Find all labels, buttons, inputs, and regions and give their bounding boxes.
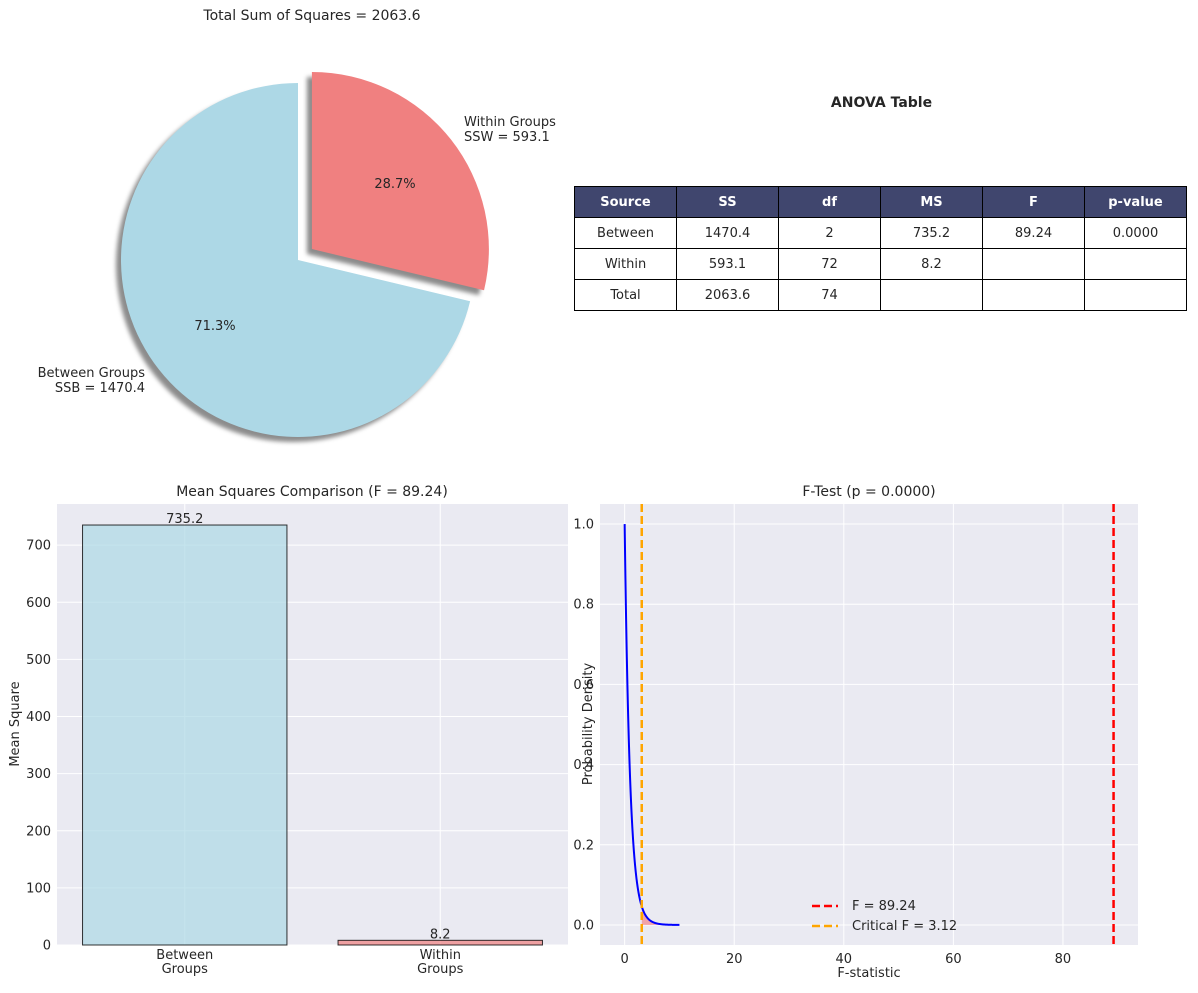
bar-xtick-within-line1: Within bbox=[420, 948, 461, 963]
bar-ytick-label: 600 bbox=[26, 596, 51, 611]
f-ytick-label: 0.4 bbox=[573, 758, 594, 773]
f-xtick-label: 60 bbox=[945, 952, 962, 967]
f-ylabel: Probability Density bbox=[581, 663, 596, 786]
f-ytick-label: 1.0 bbox=[573, 518, 594, 533]
f-xtick-label: 80 bbox=[1055, 952, 1072, 967]
f-pdf-curve bbox=[623, 524, 680, 926]
bar-ytick-label: 200 bbox=[26, 824, 51, 839]
table-row: Total 2063.6 74 bbox=[574, 279, 1187, 311]
table-cell: 72 bbox=[778, 248, 881, 280]
bar-ytick-label: 300 bbox=[26, 767, 51, 782]
table-header-cell: MS bbox=[880, 186, 983, 218]
bar-ylabel: Mean Square bbox=[8, 681, 23, 766]
pie-title: Total Sum of Squares = 2063.6 bbox=[202, 8, 420, 24]
table-cell: 2 bbox=[778, 217, 881, 249]
table-cell: Between bbox=[574, 217, 677, 249]
pie-label-within: Within Groups bbox=[464, 115, 556, 130]
f-test-chart: 0 20 40 60 80 0.0 0.2 0.4 0.6 0.8 1.0 F-Test (p = … bbox=[573, 484, 1138, 981]
table-cell: 1470.4 bbox=[676, 217, 779, 249]
pie-slice-between bbox=[121, 83, 471, 438]
f-ytick-label: 0.6 bbox=[573, 678, 594, 693]
f-plot-area bbox=[600, 504, 1138, 945]
bar-value-label-within: 8.2 bbox=[430, 927, 451, 942]
pie-label-between: Between Groups bbox=[38, 366, 146, 381]
anova-table-title: ANOVA Table bbox=[830, 95, 933, 111]
bar-xtick-within-line2: Groups bbox=[417, 962, 464, 977]
bar-ytick-label: 100 bbox=[26, 881, 51, 896]
table-header-cell: df bbox=[778, 186, 881, 218]
f-xtick-label: 40 bbox=[836, 952, 853, 967]
bar-chart: 0 100 200 300 400 500 600 700 Mean Squares Comp… bbox=[8, 484, 568, 977]
table-header-cell: SS bbox=[676, 186, 779, 218]
table-header-cell: Source bbox=[574, 186, 677, 218]
f-xlabel: F-statistic bbox=[837, 966, 900, 981]
table-cell: 2063.6 bbox=[676, 279, 779, 311]
bar-title: Mean Squares Comparison (F = 89.24) bbox=[176, 484, 448, 500]
table-row: Within 593.1 72 8.2 bbox=[574, 248, 1187, 280]
f-xtick-label: 20 bbox=[726, 952, 743, 967]
table-cell: Total bbox=[574, 279, 677, 311]
table-cell: 74 bbox=[778, 279, 881, 311]
table-cell bbox=[1084, 248, 1187, 280]
table-header-row: Source SS df MS F p-value bbox=[574, 186, 1187, 218]
bar-between bbox=[82, 524, 288, 946]
table-cell: 8.2 bbox=[880, 248, 983, 280]
bar-ytick-label: 400 bbox=[26, 710, 51, 725]
bar-xtick-between-line1: Between bbox=[156, 948, 213, 963]
f-title: F-Test (p = 0.0000) bbox=[802, 484, 935, 500]
bar-xtick-between-line2: Groups bbox=[162, 962, 209, 977]
f-xtick-label: 0 bbox=[621, 952, 629, 967]
table-cell: 0.0000 bbox=[1084, 217, 1187, 249]
table-cell bbox=[880, 279, 983, 311]
table-header-cell: F bbox=[982, 186, 1085, 218]
table-cell: 593.1 bbox=[676, 248, 779, 280]
table-cell: 735.2 bbox=[880, 217, 983, 249]
bar-ytick-label: 500 bbox=[26, 653, 51, 668]
legend-label-observed: F = 89.24 bbox=[852, 899, 916, 914]
f-tail-shade bbox=[641, 906, 680, 925]
f-legend: F = 89.24 Critical F = 3.12 bbox=[812, 899, 957, 934]
f-ytick-label: 0.2 bbox=[573, 838, 594, 853]
pie-pct-between: 71.3% bbox=[194, 319, 235, 334]
bar-ytick-label: 0 bbox=[43, 939, 51, 954]
table-cell bbox=[982, 248, 1085, 280]
pie-pct-within: 28.7% bbox=[374, 177, 415, 192]
table-cell bbox=[982, 279, 1085, 311]
pie-chart: Total Sum of Squares = 2063.6 71.3% 28.7… bbox=[38, 8, 556, 442]
pie-slice-within bbox=[311, 72, 489, 291]
pie-sublabel-between: SSB = 1470.4 bbox=[55, 381, 145, 396]
f-ytick-label: 0.0 bbox=[573, 918, 594, 933]
table-cell: Within bbox=[574, 248, 677, 280]
f-ytick-label: 0.8 bbox=[573, 598, 594, 613]
legend-label-critical: Critical F = 3.12 bbox=[852, 919, 957, 934]
pie-sublabel-within: SSW = 593.1 bbox=[464, 130, 550, 145]
table-row: Between 1470.4 2 735.2 89.24 0.0000 bbox=[574, 217, 1187, 249]
bar-ytick-label: 700 bbox=[26, 539, 51, 554]
table-header-cell: p-value bbox=[1084, 186, 1187, 218]
table-cell bbox=[1084, 279, 1187, 311]
table-cell: 89.24 bbox=[982, 217, 1085, 249]
bar-value-label-between: 735.2 bbox=[166, 512, 203, 527]
bar-within bbox=[337, 939, 543, 946]
anova-table: Source SS df MS F p-value Between 1470.4… bbox=[574, 186, 1187, 311]
